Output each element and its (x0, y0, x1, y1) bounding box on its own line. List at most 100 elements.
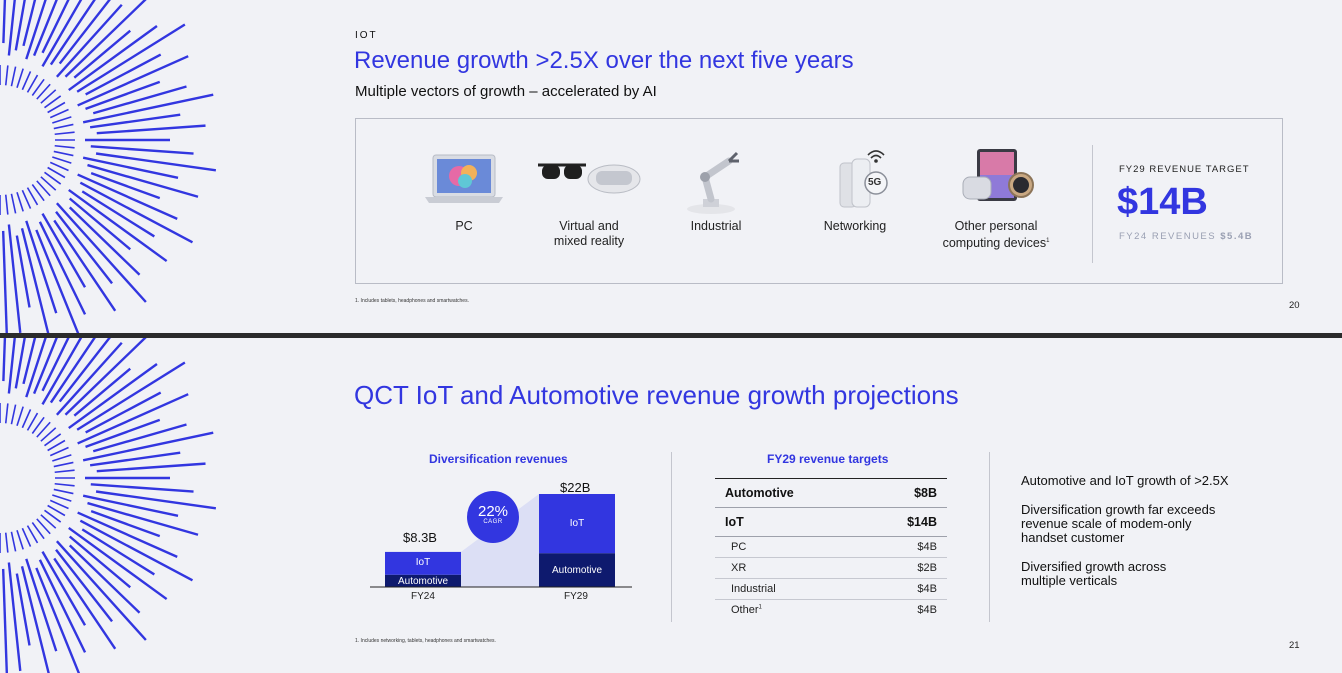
burst-ray (41, 0, 83, 67)
burst-ray (90, 145, 194, 155)
burst-ray (54, 469, 75, 474)
burst-ray (58, 0, 111, 65)
burst-ray (38, 559, 87, 653)
burst-ray (85, 391, 162, 434)
burst-ray (85, 80, 161, 111)
burst-ray (2, 338, 7, 382)
burst-ray (36, 421, 51, 438)
burst-ray (4, 403, 9, 424)
burst-ray (10, 404, 17, 425)
burst-ray (47, 101, 66, 114)
burst-ray (55, 548, 113, 623)
burst-ray (54, 482, 75, 487)
burst-ray (36, 518, 51, 535)
burst-ray (54, 144, 75, 149)
burst-ray (68, 197, 131, 251)
burst-ray (55, 202, 147, 303)
burst-ray (77, 393, 189, 445)
burst-ray (7, 562, 22, 672)
burst-ray (82, 156, 179, 180)
burst-ray (31, 416, 45, 434)
category-networking: 5G Networking (795, 147, 915, 234)
fy24-total-label: $8.3B (403, 530, 437, 545)
bar-fy24-iot (385, 551, 461, 575)
burst-ray (38, 221, 87, 315)
burst-ray (77, 511, 178, 559)
burst-ray (76, 361, 186, 431)
burst-ray (55, 540, 147, 641)
column-divider (671, 452, 672, 622)
burst-ray (4, 532, 9, 553)
fy29-auto-segment-label: Automotive (551, 565, 603, 576)
burst-ray (1, 230, 8, 333)
burst-ray (89, 113, 181, 129)
page-number: 21 (1289, 640, 1300, 651)
burst-ray (47, 166, 66, 179)
row-value: $4B (917, 604, 937, 616)
burst-ray (35, 229, 80, 333)
burst-ray (89, 451, 181, 467)
burst-ray (90, 510, 161, 538)
burst-ray (49, 499, 69, 510)
burst-ray (68, 24, 158, 92)
burst-ray (77, 55, 189, 107)
table-row: Industrial $4B (715, 578, 947, 600)
fy29-target-label: FY29 REVENUE TARGET (1119, 164, 1250, 175)
row-label: Other1 (731, 604, 762, 616)
burst-ray (73, 29, 131, 79)
page-number: 20 (1289, 300, 1300, 311)
burst-ray (92, 423, 187, 453)
burst-ray (40, 176, 57, 191)
burst-ray (26, 187, 39, 206)
cagr-label: CAGR (483, 519, 503, 525)
burst-ray (4, 194, 9, 215)
category-label: Networking (823, 219, 887, 233)
burst-ray (90, 172, 161, 200)
burst-ray (25, 0, 47, 60)
burst-ray (68, 188, 168, 263)
row-label: XR (715, 557, 864, 579)
burst-ray (54, 131, 75, 136)
burst-ray (44, 171, 62, 185)
burst-ray (87, 163, 199, 198)
burst-ray (96, 124, 206, 135)
burst-ray (36, 180, 51, 197)
burst-ray (21, 527, 32, 547)
x-tick-fy29: FY29 (564, 591, 588, 602)
row-value: $2B (863, 557, 947, 579)
burst-ray (85, 418, 161, 449)
bar-fy24-automotive (385, 574, 461, 587)
burst-ray (26, 74, 39, 93)
category-label: Virtual and mixed reality (553, 219, 625, 248)
burst-ray (25, 220, 58, 314)
slide-subtitle: Multiple vectors of growth – accelerated… (355, 83, 657, 100)
burst-ray (82, 494, 179, 518)
burst-ray (21, 71, 32, 91)
burst-ray (15, 573, 31, 646)
burst-ray (68, 206, 141, 276)
row-value: $4B (863, 536, 947, 558)
burst-ray (21, 189, 32, 209)
slide-title: QCT IoT and Automotive revenue growth pr… (354, 380, 959, 410)
burst-ray (7, 0, 16, 56)
burst-ray (49, 161, 69, 172)
burst-ray (31, 78, 45, 96)
burst-ray (47, 439, 66, 452)
footnote: 1. Includes networking, tablets, headpho… (355, 638, 496, 644)
burst-ray (79, 181, 194, 244)
cagr-badge: 22% CAGR (467, 491, 519, 543)
fy29-total-label: $22B (560, 480, 591, 495)
panel-divider (1092, 145, 1093, 263)
category-xr: Virtual and mixed reality (529, 147, 649, 249)
row-value: $14B (863, 507, 947, 537)
robot-arm-icon (671, 147, 761, 215)
category-pc: PC (404, 147, 524, 234)
router-5g-icon: 5G (810, 147, 900, 215)
burst-ray (53, 123, 74, 130)
burst-ray (4, 65, 9, 86)
burst-ray (20, 228, 50, 333)
burst-ray (16, 68, 24, 88)
row-value: $4B (863, 578, 947, 600)
fy24-auto-segment-label: Automotive (397, 576, 449, 587)
burst-ray (58, 338, 111, 403)
